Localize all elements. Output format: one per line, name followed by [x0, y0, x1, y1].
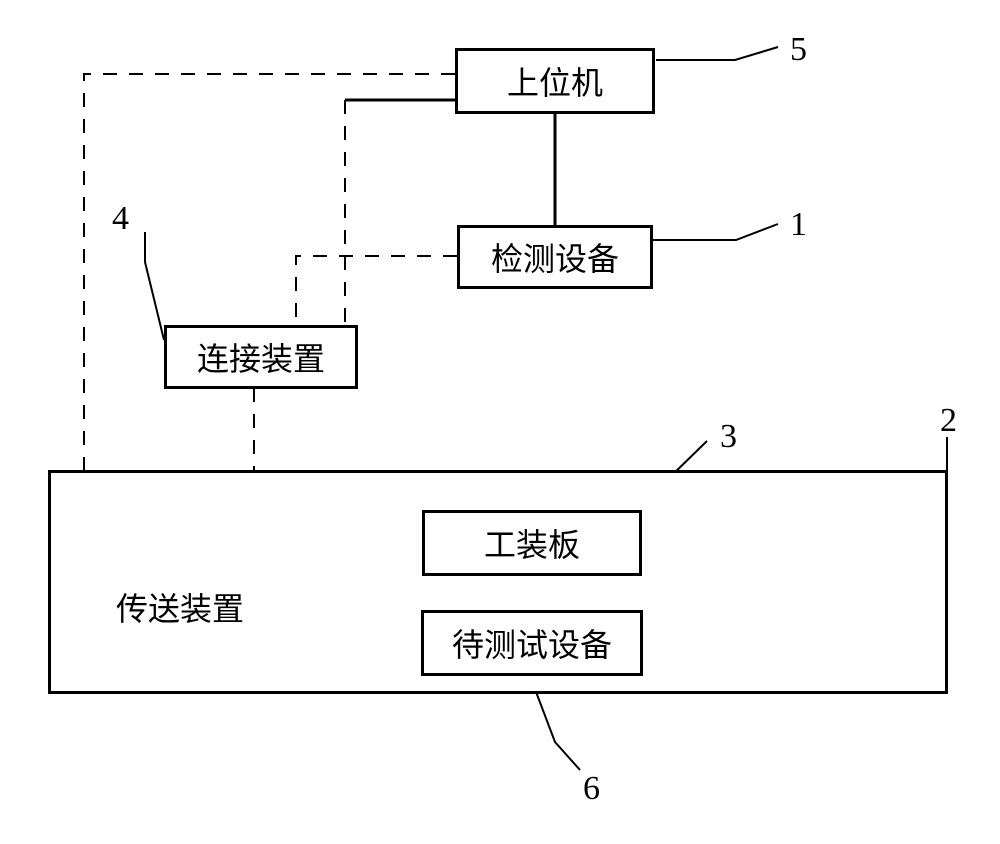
edge-detector-connector: [296, 256, 457, 325]
ref-num-6: 6: [583, 770, 600, 808]
leader-4: [145, 232, 164, 340]
node-detector: 检测设备: [457, 225, 653, 289]
leader-5: [656, 47, 778, 60]
connections-layer: [0, 0, 1000, 844]
diagram-canvas: 传送装置 上位机 检测设备 连接装置 工装板 待测试设备 5 1 4 2 3 6: [0, 0, 1000, 844]
node-connector-label: 连接装置: [197, 334, 325, 380]
node-connector: 连接装置: [164, 325, 358, 389]
node-dut-label: 待测试设备: [452, 620, 612, 666]
node-detector-label: 检测设备: [491, 234, 619, 280]
ref-num-4: 4: [112, 200, 129, 238]
ref-num-3: 3: [720, 418, 737, 456]
leader-1: [652, 224, 778, 240]
ref-num-2: 2: [940, 402, 957, 440]
node-fixture: 工装板: [422, 510, 642, 576]
node-conveyor-label: 传送装置: [116, 584, 244, 630]
ref-num-5: 5: [790, 31, 807, 69]
ref-num-1: 1: [790, 206, 807, 244]
node-fixture-label: 工装板: [484, 520, 580, 566]
node-host: 上位机: [455, 48, 655, 114]
node-host-label: 上位机: [507, 58, 603, 104]
node-dut: 待测试设备: [421, 610, 643, 676]
